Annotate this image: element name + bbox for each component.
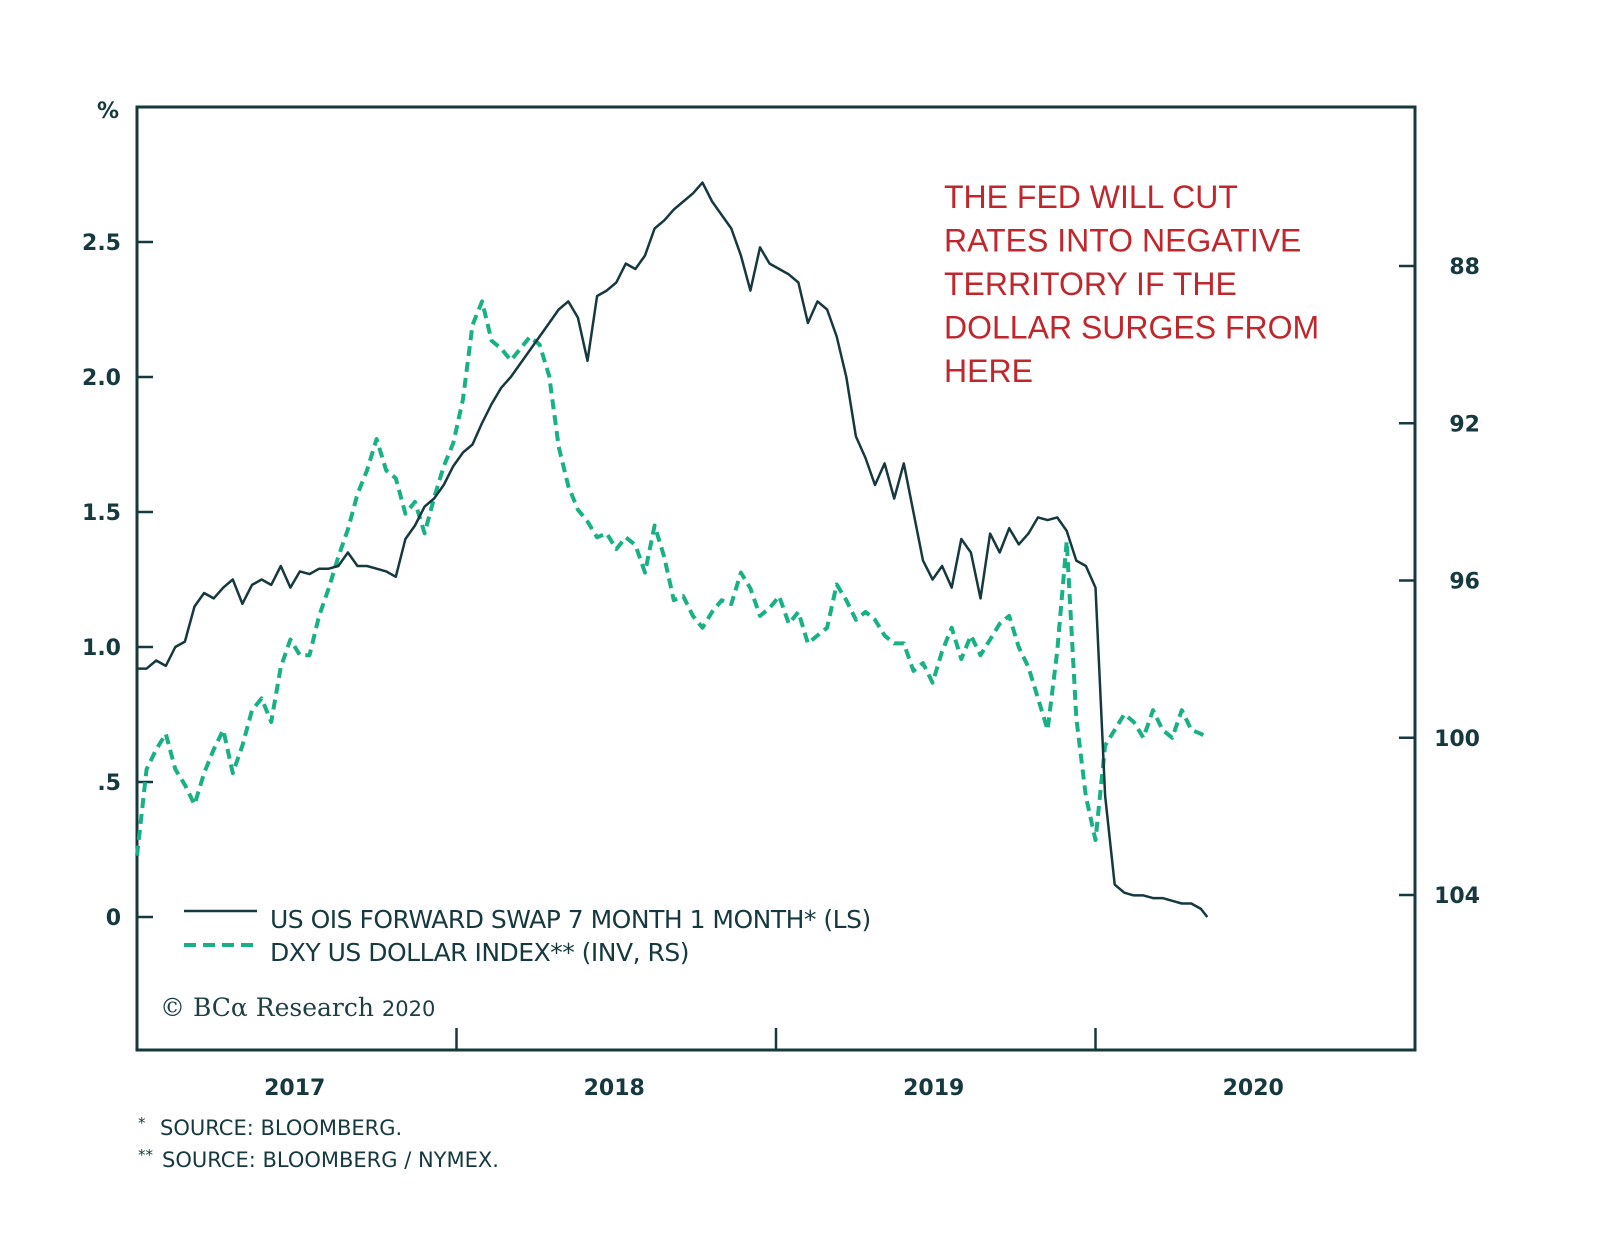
left-axis-unit-label: % [97,99,119,124]
x-tick-label: 2020 [1223,1076,1284,1101]
series-line-dxy-dollar-index [135,299,1209,856]
footnote-1-text: SOURCE: BLOOMBERG. [160,1116,402,1140]
annotation-line: DOLLAR SURGES FROM [944,310,1319,346]
right-axis: 88 92 96 100 104 [1399,255,1480,909]
copyright-brand: BCα [193,993,248,1022]
footnote-2-marker: ** [138,1146,154,1164]
x-tick-label: 2018 [584,1076,645,1101]
annotation-line: HERE [944,353,1033,389]
legend-label-ois: US OIS FORWARD SWAP 7 MONTH 1 MONTH* (LS… [270,905,871,934]
right-tick-label: 104 [1434,884,1480,909]
x-tick-label: 2017 [264,1076,325,1101]
right-tick-label: 92 [1449,412,1480,437]
copyright-year: 2020 [382,997,435,1021]
left-tick-label: 0 [106,906,121,931]
series-layer [135,181,1209,918]
copyright: © BCα Research 2020 [160,993,435,1022]
x-axis: 2017 2018 2019 2020 [264,1028,1284,1101]
annotation-line: THE FED WILL CUT [944,179,1238,215]
left-tick-label: .5 [97,771,121,796]
copyright-symbol: © [160,993,185,1022]
right-tick-label: 100 [1434,727,1480,752]
annotation: THE FED WILL CUT RATES INTO NEGATIVE TERRI… [944,179,1319,389]
right-tick-label: 88 [1449,255,1480,280]
legend: US OIS FORWARD SWAP 7 MONTH 1 MONTH* (LS… [184,905,871,967]
copyright-text: Research [256,993,374,1022]
x-tick-label: 2019 [903,1076,964,1101]
footnotes: * SOURCE: BLOOMBERG. ** SOURCE: BLOOMBER… [138,1114,499,1172]
left-tick-label: 2.5 [82,231,121,256]
series-line-ois-forward-swap [137,181,1209,918]
legend-label-dxy: DXY US DOLLAR INDEX** (INV, RS) [270,938,689,967]
footnote-2-text: SOURCE: BLOOMBERG / NYMEX. [162,1148,499,1172]
annotation-line: TERRITORY IF THE [944,266,1237,302]
left-tick-label: 1.5 [82,501,121,526]
left-tick-label: 2.0 [82,366,121,391]
left-axis: 0 .5 1.0 1.5 2.0 2.5 [82,231,153,931]
footnote-1-marker: * [138,1114,146,1132]
right-tick-label: 96 [1449,570,1480,595]
left-tick-label: 1.0 [82,636,121,661]
annotation-line: RATES INTO NEGATIVE [944,223,1301,259]
